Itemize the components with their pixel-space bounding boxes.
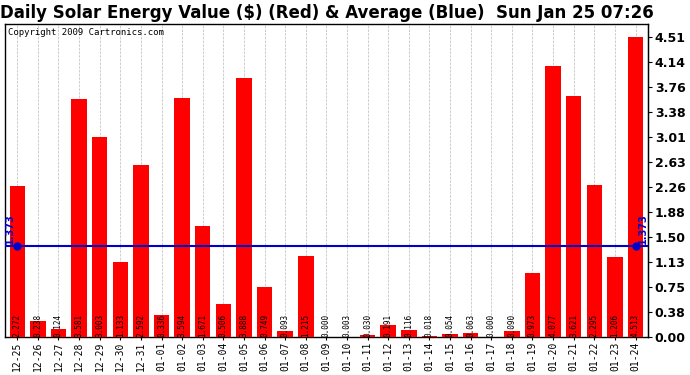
Text: 0.030: 0.030: [363, 314, 372, 337]
Bar: [195, 226, 210, 337]
Bar: [30, 321, 46, 337]
Text: 3.888: 3.888: [239, 314, 248, 337]
Bar: [51, 329, 66, 337]
Text: 3.621: 3.621: [569, 314, 578, 337]
Text: 0.003: 0.003: [342, 314, 351, 337]
Bar: [10, 186, 25, 337]
Bar: [154, 315, 169, 337]
Text: 0.238: 0.238: [33, 314, 42, 337]
Bar: [607, 257, 622, 337]
Bar: [566, 96, 582, 337]
Text: 0.191: 0.191: [384, 314, 393, 337]
Text: 0.018: 0.018: [425, 314, 434, 337]
Text: 0.336: 0.336: [157, 314, 166, 337]
Bar: [236, 78, 252, 337]
Text: 1.373: 1.373: [638, 213, 648, 244]
Text: 3.003: 3.003: [95, 314, 104, 337]
Bar: [401, 330, 417, 337]
Text: 1.133: 1.133: [116, 314, 125, 337]
Text: Copyright 2009 Cartronics.com: Copyright 2009 Cartronics.com: [8, 28, 164, 38]
Bar: [360, 335, 375, 337]
Text: 0.116: 0.116: [404, 314, 413, 337]
Text: 2.272: 2.272: [12, 314, 22, 337]
Title: Daily Solar Energy Value ($) (Red) & Average (Blue)  Sun Jan 25 07:26: Daily Solar Energy Value ($) (Red) & Ave…: [0, 4, 653, 22]
Text: 3.594: 3.594: [177, 314, 186, 337]
Text: 4.077: 4.077: [549, 314, 558, 337]
Bar: [277, 331, 293, 337]
Bar: [298, 256, 313, 337]
Text: 1.206: 1.206: [611, 314, 620, 337]
Text: 2.295: 2.295: [590, 314, 599, 337]
Bar: [442, 334, 457, 337]
Text: 0.063: 0.063: [466, 314, 475, 337]
Text: 0.506: 0.506: [219, 314, 228, 337]
Bar: [525, 273, 540, 337]
Bar: [92, 137, 108, 337]
Bar: [504, 331, 520, 337]
Text: 3.581: 3.581: [75, 314, 83, 337]
Bar: [422, 336, 437, 337]
Text: 0.000: 0.000: [486, 314, 495, 337]
Text: 1.373: 1.373: [5, 213, 15, 244]
Text: 0.973: 0.973: [528, 314, 537, 337]
Text: 0.749: 0.749: [260, 314, 269, 337]
Text: 2.592: 2.592: [137, 314, 146, 337]
Bar: [133, 165, 148, 337]
Bar: [545, 66, 561, 337]
Bar: [586, 184, 602, 337]
Text: 0.000: 0.000: [322, 314, 331, 337]
Text: 0.124: 0.124: [54, 314, 63, 337]
Bar: [112, 262, 128, 337]
Text: 4.513: 4.513: [631, 314, 640, 337]
Bar: [215, 304, 231, 337]
Text: 0.090: 0.090: [507, 314, 516, 337]
Bar: [71, 99, 87, 337]
Bar: [175, 98, 190, 337]
Text: 0.093: 0.093: [281, 314, 290, 337]
Bar: [257, 287, 273, 337]
Bar: [463, 333, 478, 337]
Text: 1.215: 1.215: [302, 314, 310, 337]
Bar: [628, 37, 643, 337]
Bar: [380, 325, 396, 337]
Text: 0.054: 0.054: [446, 314, 455, 337]
Text: 1.671: 1.671: [198, 314, 207, 337]
